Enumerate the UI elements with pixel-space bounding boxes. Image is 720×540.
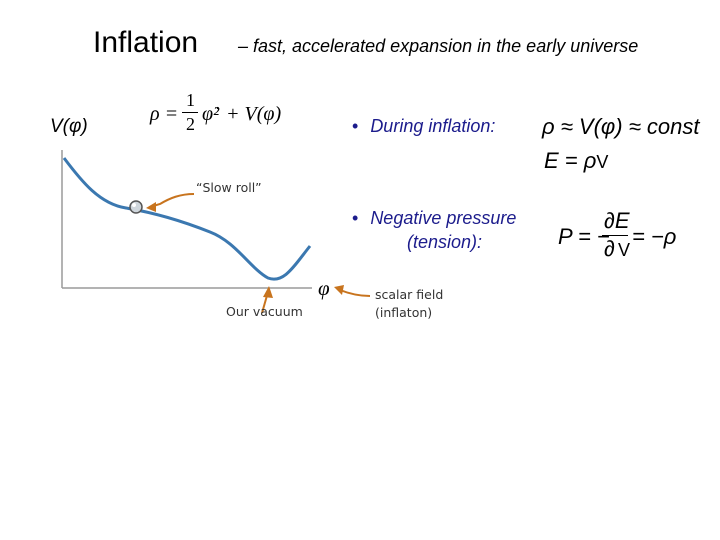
y-axis-label: V(φ) bbox=[50, 116, 88, 137]
slide-title: Inflation bbox=[93, 26, 199, 59]
scalar-field-label: scalar field (inflaton) bbox=[375, 287, 444, 320]
bullet-during-inflation: • During inflation: bbox=[352, 116, 496, 136]
x-axis-label: φ bbox=[318, 276, 330, 300]
vacuum-label: Our vacuum bbox=[226, 304, 303, 319]
vacuum-arrow bbox=[261, 286, 273, 314]
energy-equation: E = ρV bbox=[544, 148, 609, 173]
slide-subtitle: – fast, accelerated expansion in the ear… bbox=[238, 36, 639, 56]
bullet-negative-pressure: • Negative pressure bbox=[352, 208, 517, 228]
slow-roll-arrow bbox=[146, 193, 195, 212]
inflaton-ball bbox=[129, 200, 143, 214]
potential-curve bbox=[62, 157, 312, 281]
slow-roll-label: “Slow roll” bbox=[196, 180, 262, 195]
pressure-equation: P = − ∂E ∂ V = −ρ bbox=[558, 208, 677, 261]
bullet-tension-line: (tension): bbox=[407, 232, 483, 252]
rho-const-equation: ρ ≈ V(φ) ≈ const bbox=[542, 114, 700, 139]
scalar-field-arrow bbox=[334, 285, 371, 297]
